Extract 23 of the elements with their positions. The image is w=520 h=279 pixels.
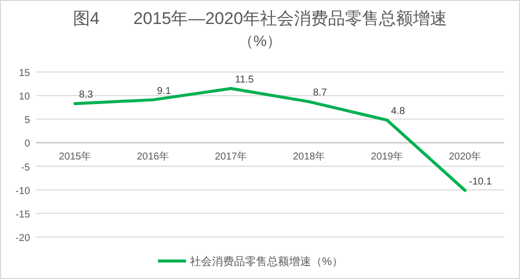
data-label: 11.5: [235, 74, 254, 86]
data-label: 4.8: [391, 106, 406, 118]
x-tick-label: 2019年: [370, 150, 404, 163]
y-tick-label: 5: [24, 115, 30, 126]
data-label: 8.7: [313, 88, 328, 99]
x-tick-label: 2018年: [292, 150, 326, 163]
y-tick-label: 0: [24, 138, 30, 150]
y-tick-label: -20: [16, 233, 30, 244]
y-tick-label: 15: [18, 68, 30, 79]
x-tick-label: 2015年: [58, 150, 92, 163]
data-label: 9.1: [157, 86, 172, 97]
y-tick-label: -10: [16, 186, 30, 197]
chart-subtitle: （%）: [238, 33, 282, 50]
x-tick-label: 2020年: [448, 150, 482, 163]
data-label: -10.1: [469, 176, 492, 188]
data-label: 8.3: [79, 90, 94, 101]
y-tick-label: -15: [16, 209, 30, 220]
y-tick-label: -5: [21, 162, 30, 174]
chart-title: 图4 2015年—2020年社会消费品零售总额增速: [72, 9, 448, 28]
y-tick-label: 10: [18, 92, 30, 103]
x-tick-label: 2016年: [136, 150, 170, 163]
x-tick-label: 2017年: [214, 150, 248, 163]
legend-label: 社会消费品零售总额增速（%）: [190, 255, 343, 268]
